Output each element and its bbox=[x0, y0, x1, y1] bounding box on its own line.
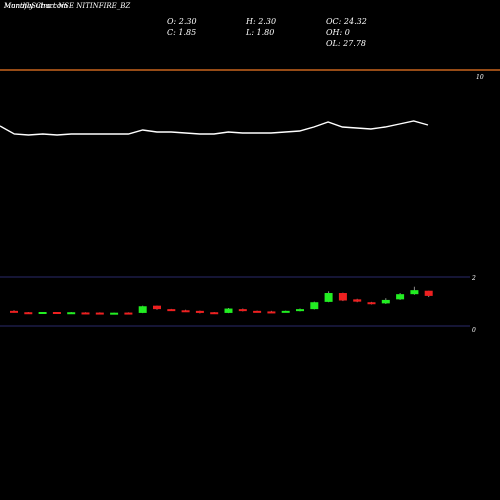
stat-close: C: 1.85 bbox=[167, 28, 197, 37]
top-axis-tick: 10 bbox=[476, 74, 484, 81]
candle-body bbox=[310, 302, 319, 310]
bottom-axis-tick-lower: 0 bbox=[472, 327, 476, 334]
candle-body bbox=[195, 310, 204, 313]
stat-open: O: 2.30 bbox=[167, 17, 197, 26]
candle-body bbox=[381, 299, 390, 304]
candle-body bbox=[238, 309, 247, 312]
bottom-axis-tick-upper: 2 bbox=[471, 275, 476, 282]
stat-oh: OH: 0 bbox=[326, 28, 350, 37]
price-line bbox=[0, 120, 429, 136]
candle-body bbox=[267, 311, 276, 314]
stat-low: L: 1.80 bbox=[246, 28, 275, 37]
candle-body bbox=[52, 312, 61, 314]
candle-body bbox=[296, 309, 304, 312]
candles-group bbox=[10, 286, 433, 315]
candle-body bbox=[281, 310, 290, 313]
stat-ol: OL: 27.78 bbox=[326, 39, 367, 48]
stat-oc: OC: 24.32 bbox=[326, 17, 367, 26]
candle-body bbox=[424, 290, 433, 296]
candle-body bbox=[181, 310, 190, 313]
candle-body bbox=[353, 299, 362, 302]
candle-body bbox=[110, 312, 119, 315]
candle-body bbox=[167, 309, 176, 312]
candle-body bbox=[253, 310, 262, 313]
candle-body bbox=[153, 305, 161, 310]
stats-pct-block: OC: 24.32 OH: 0 OL: 27.78 bbox=[326, 16, 367, 49]
candle-body bbox=[81, 312, 90, 315]
candle-body bbox=[338, 293, 347, 301]
candle-body bbox=[410, 290, 419, 295]
stat-high: H: 2.30 bbox=[246, 17, 277, 26]
candle-body bbox=[95, 312, 104, 315]
candle-body bbox=[367, 302, 376, 305]
candle-body bbox=[324, 293, 333, 302]
stats-hl-block: H: 2.30 L: 1.80 bbox=[246, 16, 276, 38]
title-text: Monthly Chart NSE NITINFIRE_BZ bbox=[4, 2, 131, 10]
watermark-text: MunafaSutra.com bbox=[4, 2, 68, 10]
candle-body bbox=[124, 312, 133, 315]
stats-oc-block: O: 2.30 C: 1.85 bbox=[167, 16, 197, 38]
candle-body bbox=[38, 312, 47, 314]
candle-body bbox=[138, 306, 147, 313]
candle-body bbox=[67, 312, 76, 315]
candle-body bbox=[210, 312, 219, 315]
candle-body bbox=[396, 294, 405, 300]
candle-body bbox=[10, 310, 18, 313]
candle-body bbox=[224, 308, 233, 313]
candle-body bbox=[24, 312, 33, 315]
